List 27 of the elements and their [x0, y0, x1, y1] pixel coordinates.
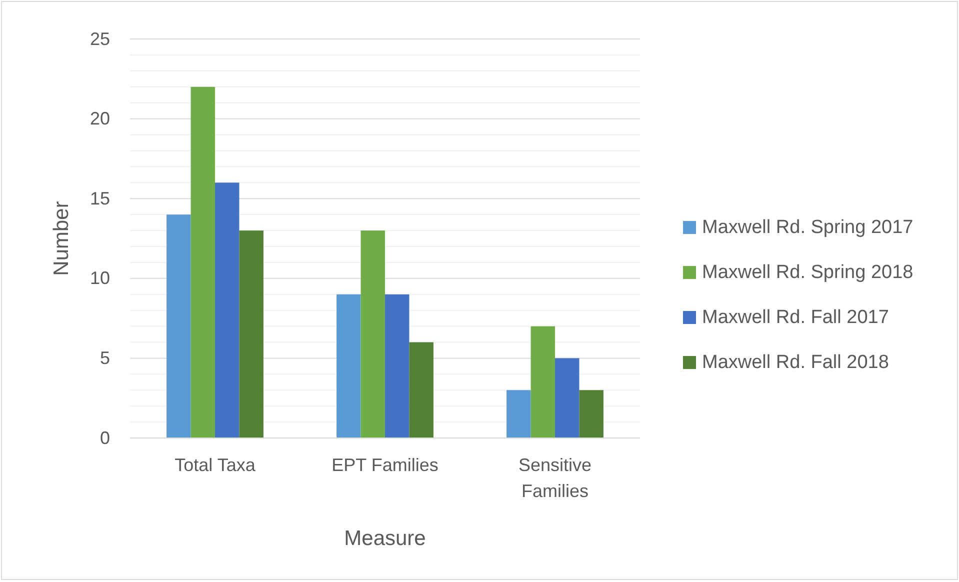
y-tick-label: 20 [90, 108, 110, 129]
y-axis-title: Number [50, 201, 73, 276]
bar [530, 326, 555, 438]
legend-label: Maxwell Rd. Fall 2017 [702, 307, 889, 328]
x-tick-label: Sensitive Families [518, 454, 592, 501]
bar [166, 214, 191, 438]
legend-label: Maxwell Rd. Fall 2018 [702, 352, 889, 373]
bar [336, 294, 361, 438]
y-tick-label: 15 [90, 188, 110, 208]
bar [360, 230, 385, 438]
bar [239, 230, 264, 438]
bar [385, 294, 410, 438]
legend-label: Maxwell Rd. Spring 2017 [702, 217, 914, 238]
y-tick-label: 0 [100, 428, 110, 448]
bar [190, 86, 215, 438]
bar [555, 358, 580, 438]
x-tick-label: EPT Families [332, 454, 438, 475]
y-tick-label: 5 [100, 348, 110, 368]
y-tick-label: 25 [90, 28, 110, 49]
bar [579, 390, 604, 438]
bar [506, 390, 531, 438]
bar [409, 342, 434, 438]
legend-label: Maxwell Rd. Spring 2018 [702, 262, 914, 283]
x-axis-title: Measure [344, 527, 426, 550]
y-tick-label: 10 [90, 268, 110, 288]
bar [215, 182, 240, 438]
x-tick-label: Total Taxa [174, 454, 256, 475]
